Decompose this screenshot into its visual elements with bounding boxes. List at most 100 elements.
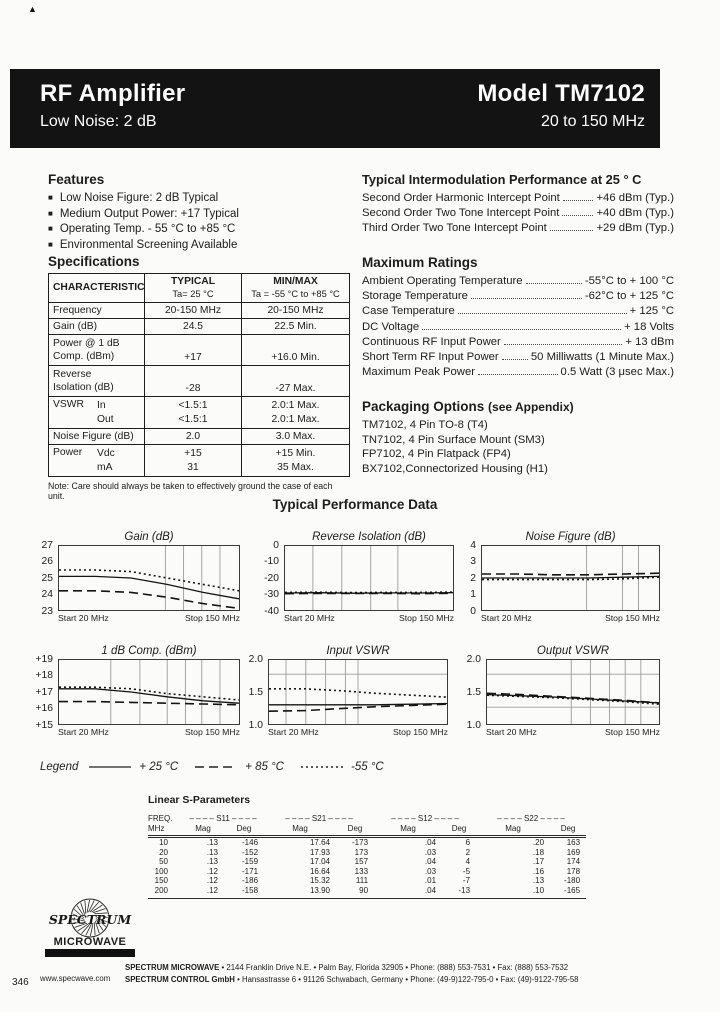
series-solid (59, 575, 240, 600)
chart-canvas (486, 659, 660, 725)
legend-item-label: -55 °C (351, 761, 384, 773)
dotted-leader (549, 230, 594, 232)
rating-row-label: Short Term RF Input Power (362, 351, 499, 364)
x-start-label: Start 20 MHz (58, 613, 109, 623)
rating-row-value: -62°C to + 125 °C (584, 290, 674, 303)
chart-legend: Legend + 25 °C + 85 °C -55 °C (40, 761, 400, 773)
intermod-row-label: Second Order Two Tone Intercept Point (362, 207, 560, 220)
rating-row-value: 0.5 Watt (3 μsec Max.) (560, 366, 674, 379)
spec-minmax-cell: 2.0:1 Max. 2.0:1 Max. (241, 396, 350, 429)
specifications-heading: Specifications (48, 254, 140, 269)
y-axis-tick-label: -20 (264, 572, 279, 584)
freq-label: FREQ. (148, 814, 173, 823)
footer-company-1: SPECTRUM MICROWAVE (125, 963, 220, 972)
spec-label: Gain (dB) (53, 321, 98, 332)
performance-data-heading: Typical Performance Data (272, 497, 438, 512)
footer-line-2: SPECTRUM CONTROL GmbH • Hansastrasse 6 •… (125, 974, 579, 986)
sparam-value: 111 (355, 876, 369, 886)
series-dotted (59, 686, 240, 701)
chart-title: Reverse Isolation (dB) (312, 531, 426, 543)
s-parameters-heading: Linear S-Parameters (148, 794, 251, 806)
spec-label: Isolation (dB) (53, 382, 114, 393)
y-axis-tick-label: 26 (41, 556, 53, 567)
packaging-item: BX7102,Connectorized Housing (H1) (362, 462, 548, 475)
intermod-row: Second Order Harmonic Intercept Point +46… (362, 191, 674, 206)
s-parameters-section: Linear S-Parameters FREQ. – – – – S11 – … (148, 794, 588, 899)
sparam-value: 133 (354, 866, 369, 876)
spec-footnote: Note: Care should always be taken to eff… (48, 481, 333, 501)
spec-row: Frequency 20-150 MHz 20-150 MHz (48, 302, 350, 319)
rating-row-label: Ambient Operating Temperature (362, 275, 523, 287)
feature-text: Low Noise Figure: 2 dB Typical (59, 192, 219, 204)
series-dashed (59, 700, 240, 706)
sparam-group-row: FREQ. – – – – S11 – – – – – – – – S21 – … (148, 814, 586, 824)
x-start-label: Start 20 MHz (58, 727, 109, 737)
sparam-value: 17.93 (309, 847, 331, 857)
sparam-value: -13 (442, 885, 477, 899)
x-start-label: Start 20 MHz (481, 613, 532, 623)
spec-minmax-cell: 3.0 Max. (241, 428, 350, 445)
sparam-row: 10 .13 -146 17.64 -173 .04 6 .20 163 (148, 837, 586, 848)
chart-output-vswr: Output VSWR 2.0 1.5 1.0 Start 20 MHz Stop 150… (454, 644, 660, 737)
dotted-leader (562, 200, 594, 201)
spec-sublabel: mA (97, 461, 113, 473)
series-dashed (486, 692, 660, 704)
sparam-value: .20 (532, 838, 545, 847)
sparam-freq: 200 (148, 885, 182, 899)
spec-row: Gain (dB) 24.5 22.5 Min. (48, 318, 350, 335)
y-axis-tick-label: 3 (470, 556, 476, 567)
chart-title: Gain (dB) (124, 531, 174, 543)
intermod-row-value: +29 dBm (Typ.) (596, 222, 674, 235)
ratings-rows: Ambient Operating Temperature -55°C to + … (362, 274, 674, 380)
intermodulation-section: Typical Intermodulation Performance at 2… (362, 172, 674, 237)
spec-sublabels: Vdc mA (97, 447, 115, 474)
sparam-row: 200.12 -158 13.90 90.04 -13.10 -165 (148, 885, 587, 899)
specifications-table: CHARACTERISTIC TYPICAL Ta= 25 °C MIN/MAX… (48, 273, 350, 477)
spec-row: Noise Figure (dB) 2.0 3.0 Max. (48, 428, 350, 445)
sparam-value: .13 (206, 857, 218, 867)
series-dashed (284, 592, 454, 595)
sparam-value: 15.32 (309, 876, 331, 886)
spec-value: 24.5 (182, 321, 204, 332)
sparam-value: .16 (532, 866, 545, 876)
y-axis-tick-label: 27 (41, 539, 53, 551)
spec-row: Reverse Isolation (dB) -28 -27 Max. (48, 365, 350, 397)
sparam-value: -152 (242, 847, 259, 857)
sparam-value: -7 (462, 876, 471, 886)
packaging-item: TN7102, 4 Pin Surface Mount (SM3) (362, 433, 545, 446)
sparam-value: -171 (242, 866, 259, 876)
series-dashed (268, 703, 448, 712)
spec-value: 35 Max. (277, 461, 314, 473)
y-axis-tick-label: 1.5 (466, 686, 481, 698)
y-axis-tick-label: 0 (470, 605, 476, 617)
series-dashed (482, 572, 660, 576)
legend-item-label: + 25 °C (139, 761, 179, 773)
chart-reverse-isolation: Reverse Isolation (dB) 0 -10 -20 -30 -40 Start… (250, 530, 454, 623)
chart-canvas (58, 659, 240, 725)
chart-title: Input VSWR (326, 645, 390, 657)
sparam-value: 157 (354, 857, 369, 867)
feature-item: ■ Operating Temp. - 55 °C to +85 °C (48, 222, 348, 238)
spec-value: 3.0 Max. (275, 431, 316, 442)
rating-row: Storage Temperature -62°C to + 125 °C (362, 289, 674, 304)
packaging-appendix-note: (see Appendix) (488, 400, 574, 414)
legend-items: + 25 °C + 85 °C -55 °C (88, 761, 399, 773)
spectrum-logo: SPECTRUM MICROWAVE (42, 896, 138, 957)
footer-addresses: SPECTRUM MICROWAVE • 2144 Franklin Drive… (125, 962, 579, 985)
legend-line-sample-solid (89, 766, 132, 768)
rating-row: Short Term RF Input Power 50 Milliwatts (… (362, 350, 674, 365)
feature-text: Medium Output Power: +17 Typical (59, 207, 239, 220)
spec-characteristic-cell: Power Vdc mA (48, 444, 145, 477)
sparam-value: 163 (566, 838, 581, 847)
feature-item: ■ Low Noise Figure: 2 dB Typical (48, 191, 348, 207)
chart-plot-area: 4 3 2 1 0 (456, 540, 660, 617)
spec-value: <1.5:1 (178, 413, 208, 425)
spec-characteristic-cell: VSWR In Out (48, 396, 145, 429)
spec-minmax-cell: 20-150 MHz (241, 302, 350, 319)
x-stop-label: Stop 150 MHz (184, 613, 240, 623)
spec-typical-cell: +15 31 (144, 444, 242, 477)
spec-sublabel: Out (97, 413, 114, 425)
dotted-leader (470, 298, 582, 300)
chart-title: Output VSWR (536, 645, 610, 657)
sparam-value: 6 (465, 838, 471, 847)
